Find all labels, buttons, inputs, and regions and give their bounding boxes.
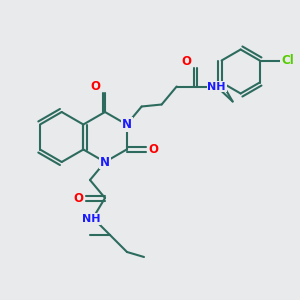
Text: N: N (100, 155, 110, 169)
Text: NH: NH (207, 82, 226, 92)
Text: O: O (73, 191, 83, 205)
Text: O: O (149, 143, 159, 156)
Text: N: N (122, 118, 132, 131)
Text: O: O (182, 55, 192, 68)
Text: NH: NH (82, 214, 100, 224)
Text: O: O (90, 80, 100, 94)
Text: Cl: Cl (281, 54, 294, 67)
